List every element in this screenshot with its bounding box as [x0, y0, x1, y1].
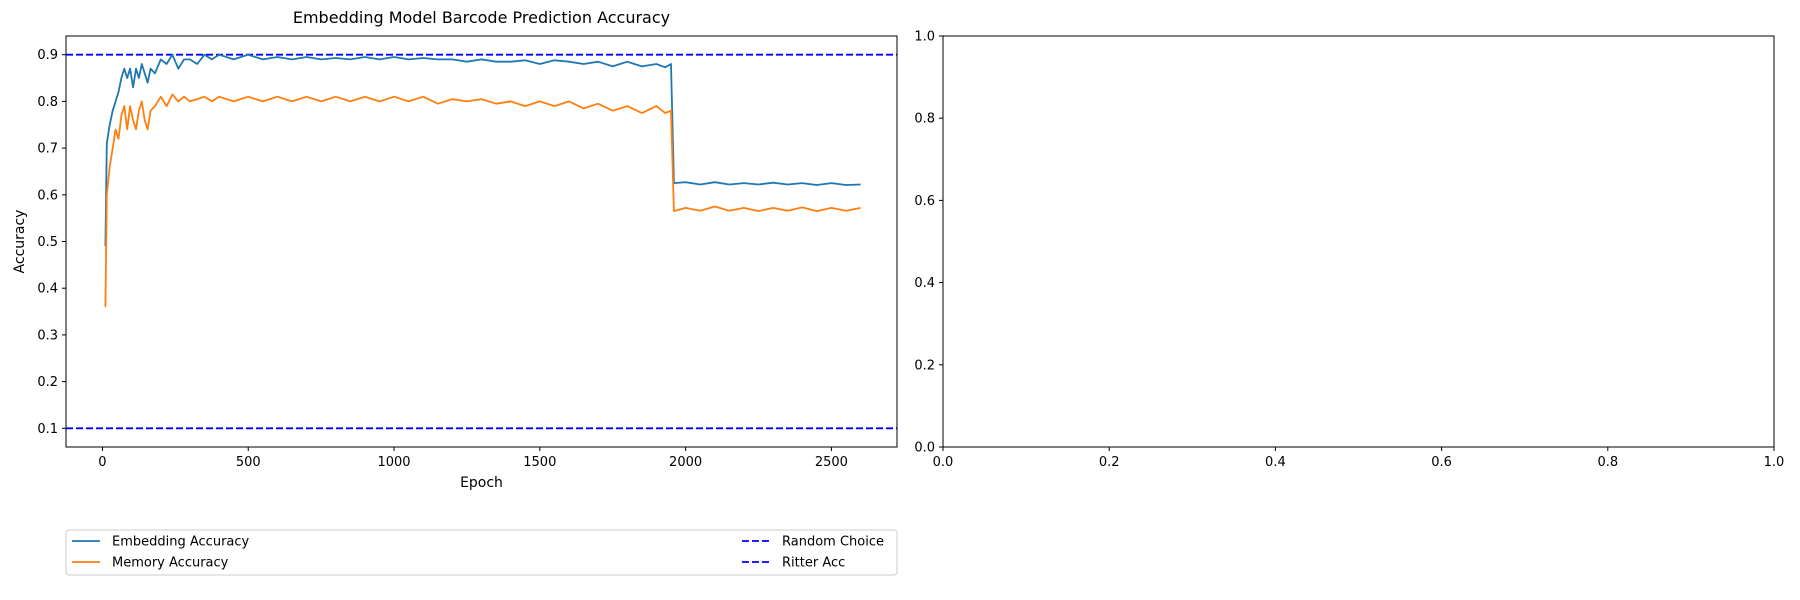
x-tick-label: 0.8	[1597, 455, 1618, 470]
x-tick-label: 0.0	[933, 455, 954, 470]
plot-frame	[942, 35, 1775, 448]
y-tick-label: 0.2	[37, 375, 58, 390]
series-line-memory-accuracy	[104, 93, 861, 307]
x-tick-label: 2500	[815, 455, 848, 470]
x-axis-label: Epoch	[460, 475, 503, 491]
legend-label: Random Choice	[782, 535, 884, 550]
y-tick-label: 0.9	[37, 48, 58, 63]
x-tick-label: 1.0	[1764, 455, 1785, 470]
y-tick-label: 0.5	[37, 235, 58, 250]
y-tick-label: 1.0	[914, 30, 935, 45]
y-tick-label: 0.4	[37, 282, 58, 297]
x-tick-label: 1000	[377, 455, 410, 470]
x-tick-label: 0.6	[1431, 455, 1452, 470]
legend-items: Embedding Accuracy Memory Accuracy Random …	[72, 535, 884, 571]
legend-label: Memory Accuracy	[112, 556, 229, 571]
y-tick-label: 0.7	[37, 142, 58, 157]
x-tick-label: 0	[98, 455, 106, 470]
y-tick-label: 0.6	[914, 194, 935, 209]
y-tick-label: 0.8	[37, 95, 58, 110]
y-tick-label: 0.0	[914, 441, 935, 456]
axis-ticks: 0 500 1000 1500 2000 2500 0.1 0.2 0.3 0.4 0.5 0.6 0.…	[37, 48, 848, 470]
legend-box	[65, 529, 898, 576]
y-tick-label: 0.8	[914, 112, 935, 127]
y-axis-label: Accuracy	[12, 210, 28, 274]
x-tick-label: 0.4	[1265, 455, 1286, 470]
x-tick-label: 1500	[523, 455, 556, 470]
x-tick-label: 500	[236, 455, 261, 470]
y-tick-label: 0.1	[37, 422, 58, 437]
y-tick-label: 0.4	[914, 276, 935, 291]
legend: Embedding Accuracy Memory Accuracy Random …	[65, 529, 898, 576]
y-tick-label: 0.6	[37, 188, 58, 203]
plot-frame	[65, 35, 898, 448]
y-tick-label: 0.2	[914, 358, 935, 373]
accuracy-chart: Embedding Model Barcode Prediction Accur…	[12, 8, 898, 491]
y-tick-label: 0.3	[37, 328, 58, 343]
chart-title: Embedding Model Barcode Prediction Accur…	[293, 8, 670, 27]
axis-ticks: 0.0 0.2 0.4 0.6 0.8 1.0 0.0 0.2 0.4 0.6 0.8 1.0	[914, 30, 1784, 471]
series-line-embedding-accuracy	[104, 53, 861, 247]
plot-area	[66, 53, 897, 430]
empty-chart: 0.0 0.2 0.4 0.6 0.8 1.0 0.0 0.2 0.4 0.6 0.8 1.0	[914, 30, 1784, 471]
legend-label: Ritter Acc	[782, 556, 845, 571]
legend-label: Embedding Accuracy	[112, 535, 250, 550]
x-tick-label: 0.2	[1099, 455, 1120, 470]
x-tick-label: 2000	[669, 455, 702, 470]
